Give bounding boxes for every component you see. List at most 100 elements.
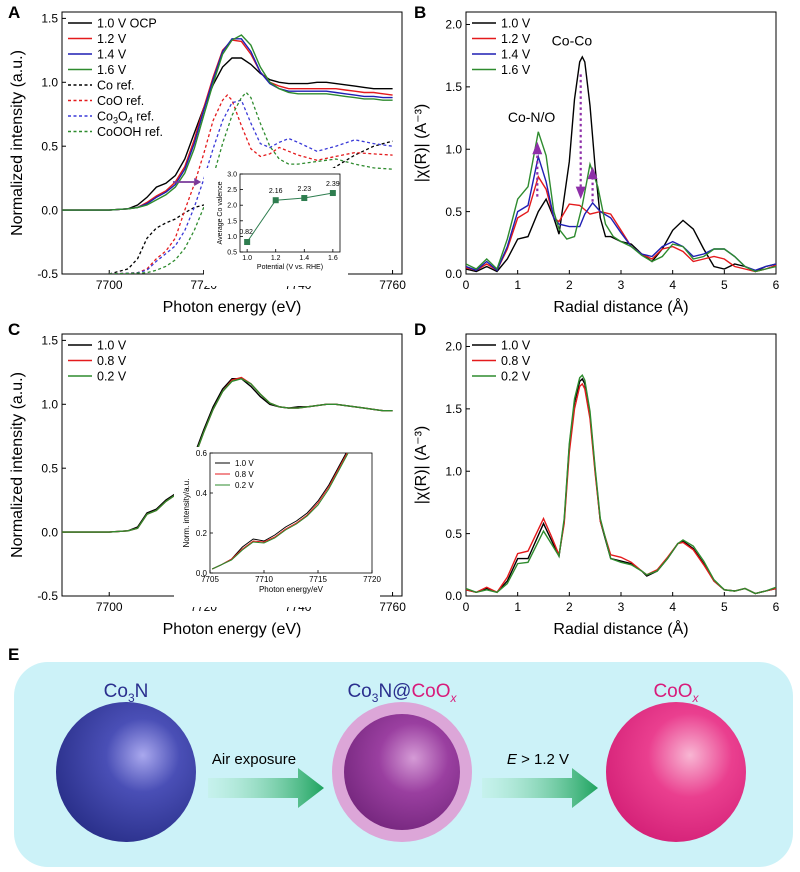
chart-a-legend-label: 1.4 V: [97, 48, 127, 62]
chart-a-legend-label: CoO ref.: [97, 94, 144, 108]
chart-d-series-line: [466, 374, 776, 595]
chart-c-inset-legend-label: 0.8 V: [235, 470, 254, 479]
chart-d-xtick-label: 5: [721, 600, 728, 614]
stage-3-label: CoOx: [653, 681, 699, 705]
chart-c-inset-legend-label: 1.0 V: [235, 459, 254, 468]
chart-b-legend-label: 1.6 V: [501, 63, 531, 77]
chart-a-series-line: [62, 34, 393, 211]
chart-a-inset-point-label: 2.39: [326, 181, 340, 188]
chart-c-legend-label: 0.8 V: [97, 354, 127, 368]
stage-1-label: Co3N: [104, 681, 149, 705]
chart-a-ytick-label: 1.0: [41, 75, 58, 89]
chart-a-xtick-label: 7760: [379, 278, 406, 292]
chart-a: 7700772077407760-0.50.00.51.01.51.0 V OC…: [9, 11, 406, 316]
panel-letter-e: E: [8, 645, 19, 664]
chart-b-series-line: [466, 55, 776, 273]
chart-b-legend-label: 1.4 V: [501, 48, 531, 62]
chart-c-series: [62, 376, 393, 533]
chart-b-xlabel: Radial distance (Å): [553, 297, 688, 316]
chart-c-inset-xtick-label: 7705: [201, 575, 219, 584]
chart-d-legend-label: 1.0 V: [501, 339, 531, 353]
chart-b-ylabel: |χ(R)| (A⁻³): [413, 104, 430, 182]
panel-letter-a: A: [8, 3, 20, 22]
chart-b-ytick-label: 0.0: [445, 267, 462, 281]
chart-c-ytick-label: 0.5: [41, 461, 58, 475]
chart-a-inset-point: [272, 197, 279, 204]
co3n-particle: [56, 702, 196, 842]
panel-letter-d: D: [414, 320, 426, 339]
chart-d-ytick-label: 0.5: [445, 527, 462, 541]
chart-d-ytick-label: 1.0: [445, 464, 462, 478]
chart-b-xtick-label: 6: [773, 278, 780, 292]
chart-d-series: [466, 374, 776, 595]
chart-d-xlabel: Radial distance (Å): [553, 619, 688, 638]
chart-a-ytick-label: 0.0: [41, 203, 58, 217]
chart-a-ylabel: Normalized intensity (a.u.): [9, 50, 26, 236]
chart-a-inset-xtick-label: 1.4: [299, 255, 309, 262]
chart-a-inset-ytick-label: 0.5: [227, 249, 237, 256]
chart-d-xtick-label: 3: [618, 600, 625, 614]
chart-a-inset-point-label: 0.82: [239, 229, 253, 236]
chart-b-ytick-label: 1.5: [445, 80, 462, 94]
chart-a-inset-xlabel: Potential (V vs. RHE): [257, 264, 323, 271]
chart-b-legend-label: 1.0 V: [501, 17, 531, 31]
chart-a-inset-ytick-label: 3.0: [227, 171, 237, 178]
chart-c-series-line: [62, 377, 393, 533]
chart-b-series-line: [466, 175, 776, 273]
chart-b-series-line: [466, 131, 776, 273]
chart-c-ytick-label: 1.5: [41, 334, 58, 348]
chart-c-inset-ylabel: Norm. intensity/a.u.: [182, 479, 191, 548]
chart-d-ytick-label: 0.0: [445, 589, 462, 603]
chart-c-inset-legend-label: 0.2 V: [235, 481, 254, 490]
chart-b-series: [466, 55, 776, 273]
arrow-1: [208, 768, 324, 808]
chart-d-xtick-label: 0: [463, 600, 470, 614]
chart-c-inset-ytick-label: 0.0: [196, 569, 208, 578]
chart-c-legend-label: 1.0 V: [97, 339, 127, 353]
chart-c-inset-xlabel: Photon energy/eV: [259, 585, 324, 594]
chart-d-xtick-label: 4: [669, 600, 676, 614]
chart-b-arrow-up-head: [587, 166, 598, 180]
chart-c-inset-ytick-label: 0.6: [196, 449, 208, 458]
chart-a-ytick-label: -0.5: [37, 267, 58, 281]
chart-d-ylabel: |χ(R)| (A⁻³): [413, 426, 430, 504]
chart-c-inset-series-line: [211, 453, 348, 570]
chart-b-legend-label: 1.2 V: [501, 32, 531, 46]
chart-d-ytick-label: 1.5: [445, 402, 462, 416]
chart-a-legend-label: Co ref.: [97, 79, 135, 93]
chart-c-inset-xtick-label: 7715: [309, 575, 327, 584]
chart-b-xtick-label: 3: [618, 278, 625, 292]
chart-b-ytick-label: 1.0: [445, 142, 462, 156]
chart-b: 0 1 2 3 4 5 6 0.0 0.5 1.0 1.5 2.0 1.0 V1.2 V 1.4 V1.6…: [413, 11, 780, 316]
chart-c-inset-ytick-label: 0.2: [196, 529, 208, 538]
chart-a-legend-label: 1.0 V OCP: [97, 17, 157, 31]
chart-d-legend-label: 0.2 V: [501, 370, 531, 384]
chart-c-ytick-label: 1.0: [41, 397, 58, 411]
chart-a-legend-label: Co3O4 ref.: [97, 110, 154, 126]
chart-c-ytick-label: 0.0: [41, 525, 58, 539]
chart-c-inset-bg: [174, 447, 380, 607]
chart-b-ytick-label: 0.5: [445, 205, 462, 219]
chart-a-shift-arrow-head: [194, 177, 202, 186]
chart-a-inset-bg: [204, 168, 348, 286]
chart-d: 0 1 2 3 4 5 6 0.0 0.5 1.0 1.5 2.0 1.0 V0.8 V 0.2 V Rad…: [413, 333, 780, 638]
chart-a-xlabel: Photon energy (eV): [163, 299, 302, 316]
chart-c-inset-frame: [209, 452, 373, 574]
chart-c-inset-xtick-label: 7710: [255, 575, 273, 584]
chart-a-inset-point: [329, 190, 336, 197]
chart-a-inset-point: [244, 239, 251, 246]
chart-c-ytick-label: -0.5: [37, 589, 58, 603]
chart-a-inset-point-label: 2.23: [297, 186, 311, 193]
chart-a-inset-ytick-label: 1.0: [227, 234, 237, 241]
chart-b-arrow-con-head: [532, 141, 543, 155]
chart-c: 7700772077407760-0.50.00.51.01.51.0 V0.8…: [9, 333, 406, 638]
chart-d-xtick-label: 2: [566, 600, 573, 614]
chart-a-xtick-label: 7700: [96, 278, 123, 292]
stage-2-label: Co3N@CoOx: [347, 681, 457, 705]
chart-d-xtick-label: 1: [514, 600, 521, 614]
chart-a-inset-point-label: 2.16: [269, 188, 283, 195]
chart-d-xtick-label: 6: [773, 600, 780, 614]
chart-a-series-line: [62, 57, 393, 211]
charts-layer: 7700772077407760-0.50.00.51.01.51.0 V OC…: [9, 11, 780, 638]
